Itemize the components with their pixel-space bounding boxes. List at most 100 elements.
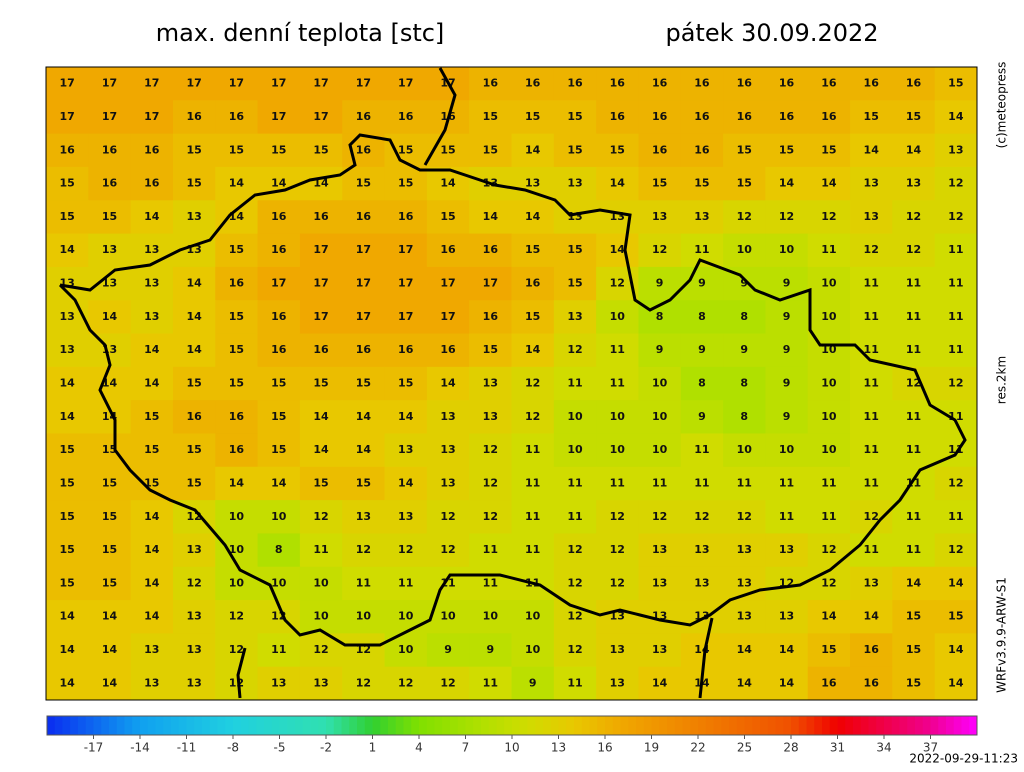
cell	[46, 133, 89, 168]
cell-value: 15	[229, 243, 244, 256]
colorbar-segment	[341, 716, 350, 735]
cell-value: 16	[864, 77, 880, 90]
timestamp: 2022-09-29-11:23	[909, 752, 1018, 766]
cell-value: 15	[906, 676, 921, 689]
cell-value: 16	[694, 110, 710, 123]
colorbar-segment	[256, 716, 265, 735]
cell-value: 12	[737, 510, 752, 523]
cell-value: 16	[864, 643, 880, 656]
colorbar-segment	[915, 716, 924, 735]
cell-value: 12	[356, 676, 371, 689]
cell-value: 16	[356, 343, 372, 356]
colorbar-tick-label: -5	[274, 741, 286, 755]
colorbar: -17 -14 -11 -8 -5 -2 1 4 7 10 13 16 19 22 25 28 31 34 37	[46, 715, 978, 755]
cell-value: 14	[313, 410, 329, 423]
colorbar-segment	[729, 716, 738, 735]
cell-value: 15	[102, 210, 117, 223]
cell	[596, 666, 639, 701]
cell	[384, 566, 428, 601]
colorbar-segment	[380, 716, 389, 735]
colorbar-segment	[845, 716, 854, 735]
cell-value: 14	[356, 410, 372, 423]
cell-value: 15	[398, 377, 413, 390]
cell-value: 11	[483, 543, 498, 556]
colorbar-segment	[426, 716, 435, 735]
cell-value: 15	[948, 610, 963, 623]
cell	[257, 433, 301, 468]
resolution: res.2km	[995, 356, 1009, 404]
cell	[638, 233, 682, 268]
colorbar-segment	[612, 716, 621, 735]
cell	[342, 600, 386, 634]
cell-value: 15	[398, 177, 413, 190]
colorbar-segment	[496, 716, 505, 735]
cell-value: 12	[694, 510, 709, 523]
cell	[215, 366, 259, 401]
colorbar-segment	[202, 716, 211, 735]
cell	[342, 533, 386, 568]
cell-value: 15	[525, 243, 540, 256]
colorbar-segment	[922, 716, 931, 735]
cell	[765, 666, 809, 701]
cell	[426, 433, 470, 468]
cell-value: 14	[948, 643, 964, 656]
cell-value: 9	[783, 377, 791, 390]
cell	[892, 600, 936, 634]
colorbar-segment	[388, 716, 397, 735]
cell	[299, 133, 343, 168]
colorbar-segment	[705, 716, 714, 735]
cell-value: 11	[694, 243, 709, 256]
cell-value: 11	[906, 277, 921, 290]
cell	[680, 500, 724, 534]
colorbar-segment	[233, 716, 242, 735]
cell	[172, 333, 216, 368]
cell	[723, 500, 766, 534]
cell	[765, 400, 809, 434]
cell	[807, 266, 851, 301]
cell	[723, 133, 766, 168]
cell-value: 13	[567, 310, 582, 323]
cell	[850, 233, 893, 268]
cell	[46, 233, 89, 268]
cell	[553, 233, 597, 268]
cell-value: 14	[821, 177, 837, 190]
cell	[88, 200, 132, 235]
cell	[596, 533, 639, 568]
cell-value: 11	[398, 576, 413, 589]
colorbar-tick-label: 10	[504, 741, 519, 755]
cell	[257, 100, 301, 135]
cell	[88, 166, 132, 201]
cell	[46, 266, 89, 301]
cell	[215, 233, 259, 268]
cell-value: 10	[483, 610, 499, 623]
cell-value: 13	[186, 676, 201, 689]
colorbar-tick-label: 1	[369, 741, 377, 755]
cell-value: 15	[186, 377, 201, 390]
cell-value: 13	[525, 177, 540, 190]
cell	[934, 100, 978, 135]
cell-value: 13	[440, 443, 455, 456]
cell-value: 17	[313, 77, 328, 90]
cell	[299, 433, 343, 468]
cell	[680, 366, 724, 401]
cell-value: 16	[440, 243, 456, 256]
cell-value: 11	[271, 643, 286, 656]
cell	[850, 566, 893, 601]
colorbar-segment	[109, 716, 118, 735]
cell	[257, 533, 301, 568]
cell-value: 12	[652, 510, 667, 523]
cell-value: 16	[610, 77, 626, 90]
cell-value: 15	[567, 243, 582, 256]
cell-value: 15	[271, 410, 286, 423]
cell-value: 14	[60, 676, 76, 689]
colorbar-segment	[907, 716, 916, 735]
colorbar-segment	[791, 716, 800, 735]
colorbar-segment	[597, 716, 606, 735]
cell-value: 15	[102, 443, 117, 456]
colorbar-segment	[550, 716, 559, 735]
cell	[215, 166, 259, 201]
cell	[342, 500, 386, 534]
cell-value: 10	[652, 410, 668, 423]
cell	[850, 366, 893, 401]
cell	[172, 433, 216, 468]
